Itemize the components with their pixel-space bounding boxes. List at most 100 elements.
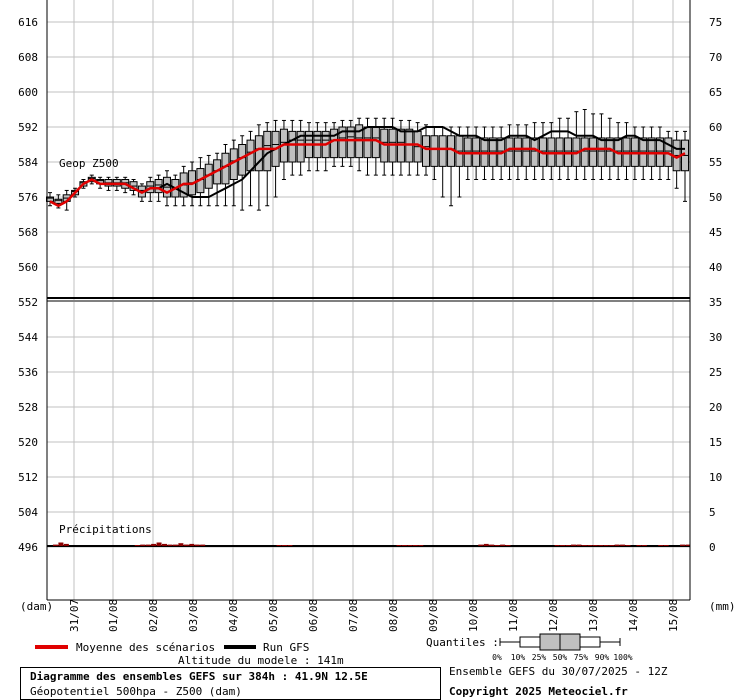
precip-bar — [587, 545, 593, 546]
precip-bar — [505, 545, 511, 546]
y2-tick-label: 55 — [709, 156, 722, 169]
y2-tick-label: 0 — [709, 541, 716, 554]
precip-bar — [407, 545, 413, 546]
chart-title-box: Diagramme des ensembles GEFS sur 384h : … — [20, 667, 441, 700]
precip-bar — [609, 545, 615, 546]
quantile-box — [288, 130, 297, 163]
run-label: Ensemble GEFS du 30/07/2025 - 12Z — [449, 665, 668, 678]
precip-bar — [680, 544, 686, 546]
precip-bar — [151, 543, 157, 546]
chart-title: Diagramme des ensembles GEFS sur 384h : … — [30, 670, 368, 683]
y2-tick-label: 10 — [709, 471, 722, 484]
y2-tick-label: 60 — [709, 121, 722, 134]
x-tick-label: 07/08 — [347, 599, 360, 632]
precip-bar — [189, 543, 195, 546]
y2-tick-label: 15 — [709, 436, 722, 449]
quantile-tick-label: 50% — [553, 653, 568, 662]
x-tick-label: 05/08 — [267, 599, 280, 632]
quantile-box — [421, 135, 430, 167]
series-lines — [49, 126, 686, 208]
precip-bar — [641, 545, 647, 546]
y-tick-label: 520 — [18, 436, 38, 449]
precip-bar — [178, 543, 184, 546]
y-tick-label: 544 — [18, 331, 38, 344]
y-tick-label: 560 — [18, 261, 38, 274]
x-tick-label: 31/07 — [68, 599, 81, 632]
x-tick-label: 08/08 — [387, 599, 400, 632]
x-tick-label: 06/08 — [307, 599, 320, 632]
copyright-label: Copyright 2025 Meteociel.fr — [449, 685, 628, 698]
precip-bar — [58, 542, 64, 546]
x-tick-label: 12/08 — [547, 599, 560, 632]
mean-legend-label: Moyenne des scénarios — [76, 641, 216, 654]
x-tick-label: 15/08 — [667, 599, 680, 632]
y2-tick-label: 5 — [709, 506, 716, 519]
x-tick-label: 01/08 — [107, 599, 120, 632]
y2-tick-label: 35 — [709, 296, 722, 309]
precip-bar — [636, 545, 642, 546]
quantile-tick-label: 100% — [613, 653, 632, 662]
x-tick-label: 04/08 — [227, 599, 240, 632]
precip-bar — [483, 543, 489, 546]
gfs-legend-label: Run GFS — [263, 641, 310, 654]
y-tick-label: 536 — [18, 366, 38, 379]
precip-bar — [194, 544, 200, 546]
quantile-box — [54, 198, 63, 205]
quantile-box — [296, 130, 305, 163]
precip-bar — [412, 545, 418, 546]
right-unit-label: (mm) — [709, 600, 736, 613]
precip-bar — [614, 544, 620, 546]
quantile-box — [522, 137, 531, 167]
quantile-tick-label: 90% — [595, 653, 610, 662]
quantile-box — [254, 135, 263, 172]
x-tick-label: 10/08 — [467, 599, 480, 632]
y-tick-label: 592 — [18, 121, 38, 134]
precip-bar — [156, 542, 162, 546]
y-tick-label: 496 — [18, 541, 38, 554]
quantile-box — [338, 126, 347, 159]
y2-tick-label: 25 — [709, 366, 722, 379]
chart-frame — [46, 0, 691, 601]
precip-bar — [63, 543, 69, 546]
precip-bar — [685, 544, 691, 546]
quantile-tick-label: 25% — [532, 653, 547, 662]
quantile-box — [589, 137, 598, 167]
x-tick-label: 13/08 — [587, 599, 600, 632]
legend: 0% 10% 25% 50% 75% 90% 100% — [35, 633, 633, 662]
x-tick-label: 09/08 — [427, 599, 440, 632]
y-tick-label: 512 — [18, 471, 38, 484]
quantile-box — [513, 137, 522, 167]
x-tick-label: 11/08 — [507, 599, 520, 632]
quantile-box — [330, 128, 339, 159]
precip-bar — [581, 545, 587, 546]
precip-bar — [162, 543, 168, 546]
x-tick-label: 02/08 — [147, 599, 160, 632]
x-tick-label: 03/08 — [187, 599, 200, 632]
y-tick-label: 608 — [18, 51, 38, 64]
precip-bar — [276, 545, 282, 546]
precip-bar — [625, 545, 631, 546]
y-tick-label: 552 — [18, 296, 38, 309]
precip-bar — [576, 544, 582, 546]
x-tick-label: 14/08 — [627, 599, 640, 632]
precip-bar — [560, 545, 566, 546]
precip-bar — [565, 545, 571, 546]
quantile-tick-label: 0% — [492, 653, 502, 662]
precip-bar — [52, 544, 58, 546]
y2-tick-label: 20 — [709, 401, 722, 414]
y2-tick-label: 45 — [709, 226, 722, 239]
precip-bar — [396, 545, 402, 546]
altitude-label: Altitude du modele : 141m — [178, 654, 344, 667]
y2-tick-label: 70 — [709, 51, 722, 64]
precip-bar — [167, 544, 173, 546]
quantile-box — [430, 135, 439, 167]
quantile-tick-label: 75% — [574, 653, 589, 662]
precip-bar — [489, 544, 495, 546]
precip-bars — [47, 542, 691, 547]
y-tick-label: 616 — [18, 16, 38, 29]
quantile-box — [505, 137, 514, 167]
y-tick-label: 584 — [18, 156, 38, 169]
precip-bar — [418, 545, 424, 546]
upper-panel-label: Geop Z500 — [59, 157, 119, 170]
